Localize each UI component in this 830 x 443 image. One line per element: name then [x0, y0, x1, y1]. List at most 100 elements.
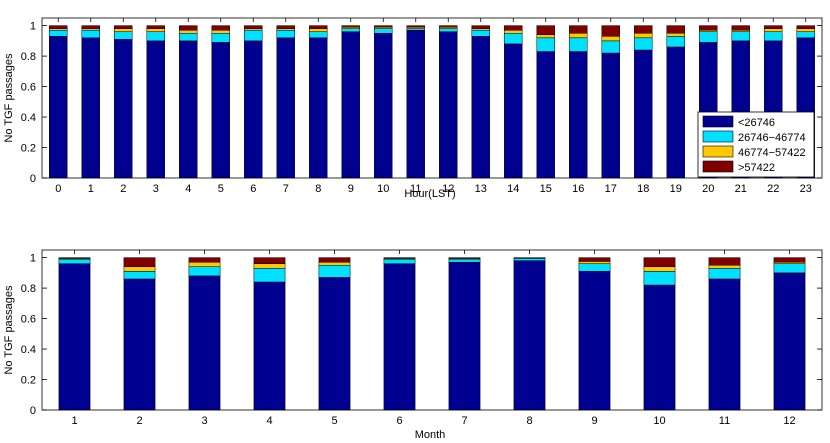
hour-bar-17-gt57422	[601, 25, 620, 37]
y-tick-label-0.4: 0.4	[21, 112, 36, 124]
month-x-tick-label-11: 11	[719, 415, 730, 427]
month-bar-1-gt57422	[58, 257, 91, 259]
hour-bar-9-26746-46774	[341, 28, 360, 32]
hourly-plot-area	[41, 17, 823, 179]
hour-bar-18-gt57422	[634, 25, 653, 34]
month-x-tick-label-3: 3	[201, 415, 207, 427]
hour-bar-18-lt26746	[634, 49, 653, 179]
hour-bar-19-46774-57422	[666, 32, 685, 37]
hour-bar-20-gt57422	[699, 25, 718, 31]
hour-bar-7-lt26746	[276, 37, 295, 179]
hour-x-tick-label-2: 2	[120, 183, 126, 195]
hour-bar-1-26746-46774	[81, 29, 100, 39]
hour-x-tick-label-5: 5	[218, 183, 224, 195]
monthly-chart-panel: 00.20.40.60.81 1 2 3 4 5 6 7 8 9 10 11 12 Month No …	[3, 249, 823, 441]
hour-bar-3-gt57422	[146, 25, 165, 29]
y-tick-label-1: 1	[30, 21, 36, 33]
month-x-tick-label-10: 10	[653, 415, 665, 427]
hour-bar-20-26746-46774	[699, 31, 718, 43]
y-tick-label-0.6: 0.6	[21, 314, 36, 326]
hour-bar-19-26746-46774	[666, 36, 685, 48]
hour-bar-22-26746-46774	[764, 31, 783, 42]
hour-bar-22-gt57422	[764, 25, 783, 29]
hour-bar-9-gt57422	[341, 25, 360, 28]
hour-x-tick-label-9: 9	[348, 183, 354, 195]
monthly-y-axis-label: No TGF passages	[3, 285, 15, 375]
hour-bar-6-26746-46774	[244, 29, 263, 42]
hour-bar-3-lt26746	[146, 40, 165, 179]
month-bar-3-46774-57422	[188, 261, 221, 268]
month-bar-10-gt57422	[643, 257, 676, 268]
hour-bar-3-46774-57422	[146, 28, 165, 32]
month-x-tick-label-2: 2	[136, 415, 142, 427]
hour-bar-8-gt57422	[309, 25, 328, 29]
month-bar-2-46774-57422	[123, 266, 156, 272]
hour-x-tick-label-1: 1	[88, 183, 94, 195]
hour-bar-16-lt26746	[569, 51, 588, 179]
hour-x-tick-label-14: 14	[507, 183, 519, 195]
hourly-y-axis: 0 0.2 0.4 0.6 0.8 1	[21, 21, 822, 185]
hour-bar-10-lt26746	[374, 32, 393, 179]
hour-x-tick-label-12: 12	[442, 183, 454, 195]
hour-x-tick-label-8: 8	[315, 183, 321, 195]
hourly-y-axis-label: No TGF passages	[3, 53, 15, 143]
month-bar-2-lt26746	[123, 278, 156, 411]
month-bar-7-gt57422	[448, 257, 481, 259]
hour-x-tick-label-0: 0	[55, 183, 61, 195]
hour-bar-12-26746-46774	[439, 28, 458, 32]
hour-bar-11-lt26746	[406, 29, 425, 179]
hour-x-tick-label-22: 22	[767, 183, 779, 195]
month-x-tick-label-6: 6	[396, 415, 402, 427]
month-bar-9-lt26746	[578, 271, 611, 411]
hour-x-tick-label-11: 11	[410, 183, 421, 195]
month-bar-1-26746-46774	[58, 258, 91, 264]
hour-bar-5-46774-57422	[211, 29, 230, 34]
month-bar-11-26746-46774	[708, 268, 741, 280]
month-bar-11-lt26746	[708, 278, 741, 411]
month-bar-2-gt57422	[123, 257, 156, 268]
legend: <26746 26746−46774 46774−57422 >57422	[697, 111, 815, 178]
hour-bar-12-gt57422	[439, 25, 458, 28]
hour-bar-8-46774-57422	[309, 28, 328, 32]
month-bar-3-lt26746	[188, 275, 221, 411]
hour-x-tick-label-16: 16	[572, 183, 584, 195]
month-bar-4-46774-57422	[253, 263, 286, 269]
hour-bar-0-lt26746	[49, 36, 68, 179]
y-tick-label-1: 1	[30, 253, 36, 265]
month-bar-4-lt26746	[253, 281, 286, 411]
y-tick-label-0.4: 0.4	[21, 344, 36, 356]
hour-bar-2-gt57422	[114, 25, 133, 29]
hour-bar-18-26746-46774	[634, 37, 653, 51]
month-bar-10-lt26746	[643, 284, 676, 411]
month-bar-5-46774-57422	[318, 261, 351, 266]
hour-bar-0-26746-46774	[49, 29, 68, 37]
y-tick-label-0.8: 0.8	[21, 283, 36, 295]
hour-bar-18-46774-57422	[634, 32, 653, 39]
hour-x-tick-label-20: 20	[702, 183, 714, 195]
hour-bar-2-26746-46774	[114, 31, 133, 40]
hour-bar-11-gt57422	[406, 25, 425, 28]
monthly-x-axis-label: Month	[415, 429, 446, 441]
hour-bar-17-46774-57422	[601, 36, 620, 42]
hour-bar-1-lt26746	[81, 37, 100, 179]
hour-bar-4-lt26746	[179, 40, 198, 179]
y-tick-label-0: 0	[30, 173, 36, 185]
hour-bar-14-26746-46774	[504, 32, 523, 45]
hour-bar-23-26746-46774	[796, 31, 815, 39]
month-bar-10-46774-57422	[643, 266, 676, 272]
hour-bar-1-gt57422	[81, 25, 100, 29]
hour-bar-21-gt57422	[731, 25, 750, 31]
hour-bar-14-lt26746	[504, 43, 523, 179]
month-bar-7-26746-46774	[448, 258, 481, 263]
hour-x-tick-label-18: 18	[637, 183, 649, 195]
hour-bar-17-26746-46774	[601, 40, 620, 54]
hour-x-tick-label-21: 21	[735, 183, 747, 195]
hour-bar-9-lt26746	[341, 31, 360, 179]
hour-bar-15-46774-57422	[536, 34, 555, 39]
hour-bar-8-26746-46774	[309, 31, 328, 39]
month-bar-6-gt57422	[383, 257, 416, 259]
monthly-x-axis: 1 2 3 4 5 6 7 8 9 10 11 12	[71, 250, 796, 427]
hour-bar-8-lt26746	[309, 37, 328, 179]
month-bar-6-26746-46774	[383, 258, 416, 264]
